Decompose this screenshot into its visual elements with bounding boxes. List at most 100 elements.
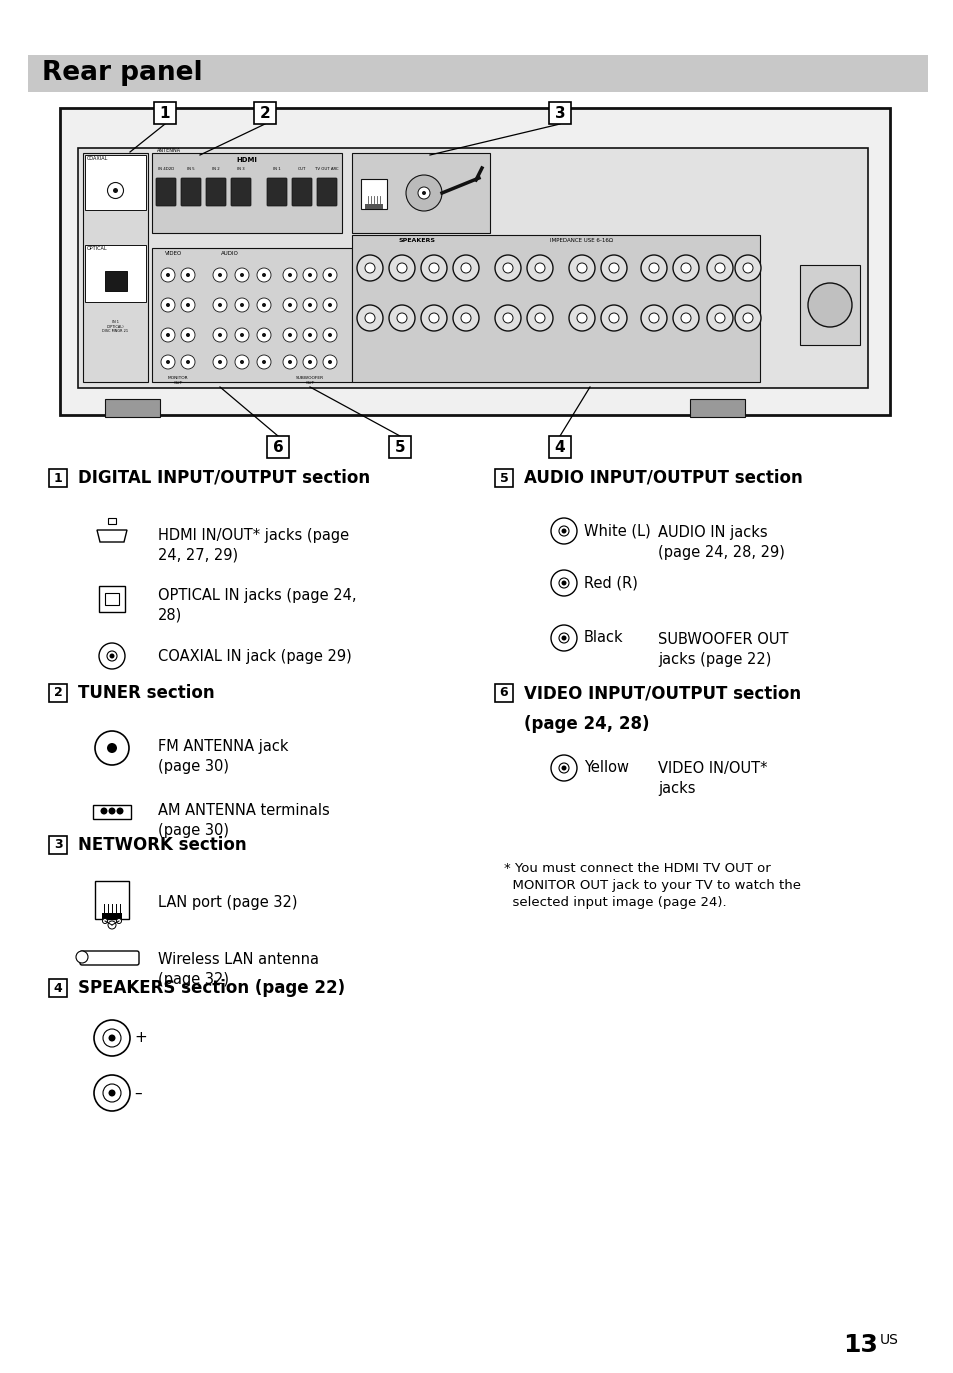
Circle shape xyxy=(742,264,752,273)
Bar xyxy=(83,152,148,382)
Circle shape xyxy=(577,264,586,273)
Circle shape xyxy=(600,255,626,281)
Bar xyxy=(60,108,889,415)
Circle shape xyxy=(262,303,266,308)
Text: AUDIO INPUT/OUTPUT section: AUDIO INPUT/OUTPUT section xyxy=(523,470,801,487)
Text: IN 1: IN 1 xyxy=(273,168,280,172)
Circle shape xyxy=(551,755,577,781)
Text: Black: Black xyxy=(583,630,623,645)
Text: IN 5: IN 5 xyxy=(187,168,194,172)
Text: IN 1
(OPTICAL)
DISC MNGR 21: IN 1 (OPTICAL) DISC MNGR 21 xyxy=(102,320,129,334)
Text: IMPEDANCE USE 6-16Ω: IMPEDANCE USE 6-16Ω xyxy=(550,238,613,243)
Circle shape xyxy=(103,1085,121,1103)
Circle shape xyxy=(495,255,520,281)
Bar xyxy=(352,152,490,233)
Circle shape xyxy=(213,298,227,312)
Text: FM ANTENNA jack
(page 30): FM ANTENNA jack (page 30) xyxy=(158,739,288,774)
Circle shape xyxy=(526,255,553,281)
Circle shape xyxy=(262,334,266,336)
Circle shape xyxy=(640,255,666,281)
Circle shape xyxy=(421,191,426,195)
Text: Yellow: Yellow xyxy=(583,761,628,776)
Circle shape xyxy=(213,268,227,281)
Circle shape xyxy=(161,328,174,342)
Text: HDMI IN/OUT* jacks (page
24, 27, 29): HDMI IN/OUT* jacks (page 24, 27, 29) xyxy=(158,529,349,563)
Text: TV OUT ARC: TV OUT ARC xyxy=(314,168,338,172)
Circle shape xyxy=(94,1075,130,1111)
Circle shape xyxy=(561,581,566,585)
Circle shape xyxy=(648,313,659,323)
Text: DIGITAL INPUT/OUTPUT section: DIGITAL INPUT/OUTPUT section xyxy=(78,470,370,487)
Bar xyxy=(49,684,67,702)
Bar xyxy=(360,178,387,209)
Text: ANTENNA: ANTENNA xyxy=(157,148,181,154)
Bar xyxy=(105,593,119,605)
Circle shape xyxy=(234,356,249,369)
Circle shape xyxy=(234,298,249,312)
Circle shape xyxy=(328,303,332,308)
Circle shape xyxy=(323,298,336,312)
Circle shape xyxy=(256,356,271,369)
Circle shape xyxy=(161,356,174,369)
Circle shape xyxy=(213,328,227,342)
Circle shape xyxy=(303,268,316,281)
Circle shape xyxy=(420,305,447,331)
Circle shape xyxy=(283,268,296,281)
Circle shape xyxy=(396,264,407,273)
Bar xyxy=(253,102,275,124)
Text: 5: 5 xyxy=(395,439,405,454)
Text: 13: 13 xyxy=(842,1333,877,1357)
Circle shape xyxy=(706,305,732,331)
Circle shape xyxy=(283,298,296,312)
Circle shape xyxy=(807,283,851,327)
Text: LAN port (page 32): LAN port (page 32) xyxy=(158,895,297,910)
Text: NETWORK section: NETWORK section xyxy=(78,836,247,854)
Circle shape xyxy=(283,356,296,369)
Bar xyxy=(95,881,129,919)
Circle shape xyxy=(460,264,471,273)
Bar xyxy=(152,152,341,233)
Bar xyxy=(92,805,131,820)
FancyBboxPatch shape xyxy=(80,951,139,965)
Bar xyxy=(548,102,571,124)
Text: TUNER section: TUNER section xyxy=(78,684,214,702)
FancyBboxPatch shape xyxy=(156,178,175,206)
Circle shape xyxy=(240,273,244,277)
Circle shape xyxy=(107,651,117,660)
Circle shape xyxy=(102,919,108,924)
Bar xyxy=(105,400,160,417)
Circle shape xyxy=(303,298,316,312)
Circle shape xyxy=(568,255,595,281)
Text: Red (R): Red (R) xyxy=(583,575,638,590)
Circle shape xyxy=(429,313,438,323)
Circle shape xyxy=(561,766,566,770)
Bar xyxy=(78,148,867,389)
Circle shape xyxy=(535,264,544,273)
Text: 1: 1 xyxy=(53,471,62,485)
Circle shape xyxy=(356,305,382,331)
Circle shape xyxy=(116,807,123,814)
Text: SUBWOOFER OUT
jacks (page 22): SUBWOOFER OUT jacks (page 22) xyxy=(658,632,788,667)
Circle shape xyxy=(714,264,724,273)
Circle shape xyxy=(389,255,415,281)
FancyBboxPatch shape xyxy=(292,178,312,206)
Text: +: + xyxy=(133,1031,147,1045)
Circle shape xyxy=(535,313,544,323)
Circle shape xyxy=(107,743,117,752)
Circle shape xyxy=(672,255,699,281)
Circle shape xyxy=(680,264,690,273)
Circle shape xyxy=(526,305,553,331)
FancyBboxPatch shape xyxy=(206,178,226,206)
Circle shape xyxy=(502,264,513,273)
Text: COAXIAL: COAXIAL xyxy=(87,157,109,162)
Circle shape xyxy=(742,313,752,323)
Bar xyxy=(49,836,67,854)
FancyBboxPatch shape xyxy=(231,178,251,206)
Text: SPEAKERS: SPEAKERS xyxy=(398,238,435,243)
Text: US: US xyxy=(879,1333,898,1347)
Circle shape xyxy=(186,303,190,308)
Bar xyxy=(85,244,146,302)
Circle shape xyxy=(429,264,438,273)
Text: 3: 3 xyxy=(53,839,62,851)
Circle shape xyxy=(558,578,568,588)
